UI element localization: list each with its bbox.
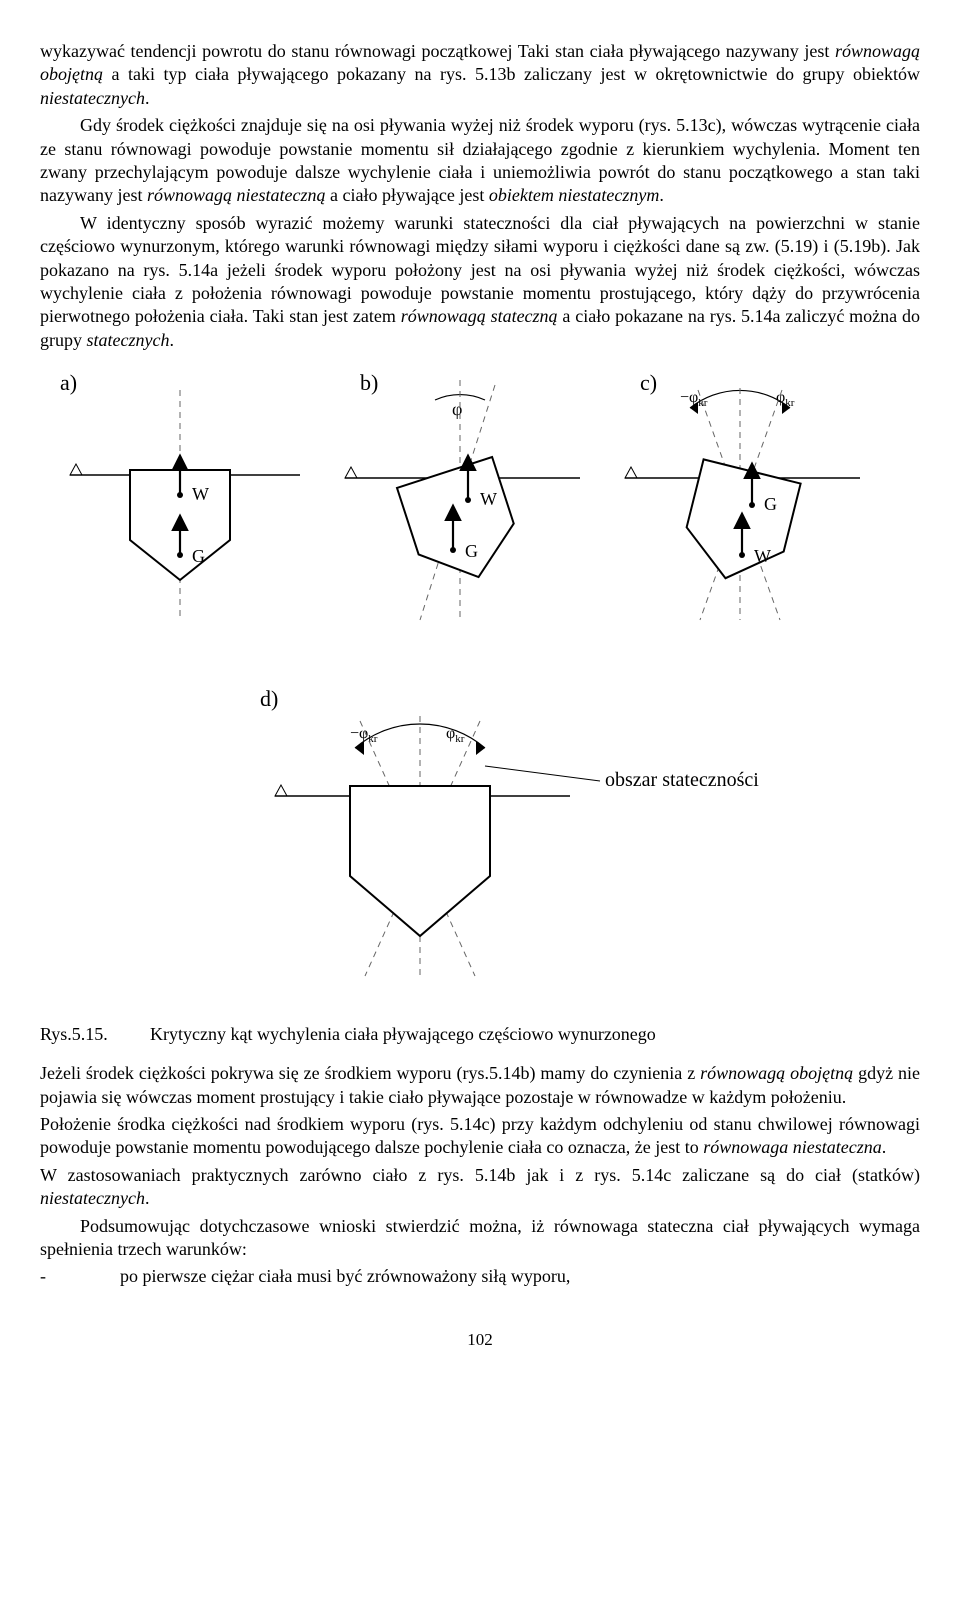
p4-i1: równowagą obojętną <box>700 1063 853 1083</box>
paragraph-1: wykazywać tendencji powrotu do stanu rów… <box>40 40 920 110</box>
panel-a-W: W <box>192 484 209 504</box>
page-number: 102 <box>40 1329 920 1351</box>
paragraph-4: Jeżeli środek ciężkości pokrywa się ze ś… <box>40 1062 920 1109</box>
paragraph-2: Gdy środek ciężkości znajduje się na osi… <box>40 114 920 208</box>
p1-a: wykazywać tendencji powrotu do stanu rów… <box>40 41 835 61</box>
p3-i1: równowagą stateczną <box>401 306 558 326</box>
label-d: d) <box>260 686 278 711</box>
caption-label: Rys.5.15. <box>40 1023 150 1046</box>
panel-c-mphi: −φ <box>680 389 698 406</box>
paragraph-5: Położenie środka ciężkości nad środkiem … <box>40 1113 920 1160</box>
caption-text: Krytyczny kąt wychylenia ciała pływające… <box>150 1023 656 1046</box>
p1-b: a taki typ ciała pływającego pokazany na… <box>103 64 920 84</box>
p6-a: W zastosowaniach praktycznych zarówno ci… <box>40 1165 920 1185</box>
panel-c-G: G <box>764 494 777 514</box>
label-c: c) <box>640 370 657 395</box>
panel-b: φ W G <box>345 380 580 620</box>
svg-text:φkr: φkr <box>446 725 465 745</box>
figure-panel-d: d) −φkr φkr obszar stateczności <box>40 676 920 1002</box>
paragraph-6: W zastosowaniach praktycznych zarówno ci… <box>40 1164 920 1211</box>
p2-i2: obiektem niestatecznym <box>489 185 659 205</box>
paragraph-7: Podsumowując dotychczasowe wnioski stwie… <box>40 1215 920 1262</box>
bullet-1: - po pierwsze ciężar ciała musi być zrów… <box>40 1265 920 1288</box>
label-b: b) <box>360 370 378 395</box>
p6-i1: niestatecznych <box>40 1188 145 1208</box>
p1-c: . <box>145 88 150 108</box>
p4-a: Jeżeli środek ciężkości pokrywa się ze ś… <box>40 1063 700 1083</box>
p6-b: . <box>145 1188 150 1208</box>
panel-c: −φ kr φkr G W <box>625 388 860 620</box>
figure-caption: Rys.5.15. Krytyczny kąt wychylenia ciała… <box>40 1023 920 1046</box>
svg-text:φkr: φkr <box>776 389 795 409</box>
panel-c-W: W <box>754 546 771 566</box>
p3-i2: statecznych <box>87 330 170 350</box>
label-a: a) <box>60 370 77 395</box>
panel-d-phi: φ <box>446 725 455 742</box>
panel-b-W: W <box>480 489 497 509</box>
p1-i2: niestatecznych <box>40 88 145 108</box>
panel-a: W G <box>70 390 300 620</box>
panel-b-G: G <box>465 541 478 561</box>
p2-c: . <box>659 185 664 205</box>
bullet-text: po pierwsze ciężar ciała musi być zrówno… <box>120 1265 570 1288</box>
panel-d-phi-kr: kr <box>455 733 465 745</box>
bullet-dash: - <box>40 1265 120 1288</box>
panel-c-phi-kr: kr <box>785 397 795 409</box>
figure-top-row: a) b) c) W G φ W <box>40 360 920 656</box>
p5-i1: równowaga niestateczna <box>703 1137 882 1157</box>
panel-a-G: G <box>192 546 205 566</box>
panel-b-phi: φ <box>452 399 462 419</box>
p3-c: . <box>169 330 174 350</box>
obszar-label: obszar stateczności <box>605 769 759 791</box>
paragraph-3: W identyczny sposób wyrazić możemy warun… <box>40 212 920 352</box>
p2-b: a ciało pływające jest <box>325 185 488 205</box>
p7: Podsumowując dotychczasowe wnioski stwie… <box>40 1216 920 1259</box>
p2-i1: równowagą niestateczną <box>147 185 326 205</box>
p5-b: . <box>882 1137 887 1157</box>
